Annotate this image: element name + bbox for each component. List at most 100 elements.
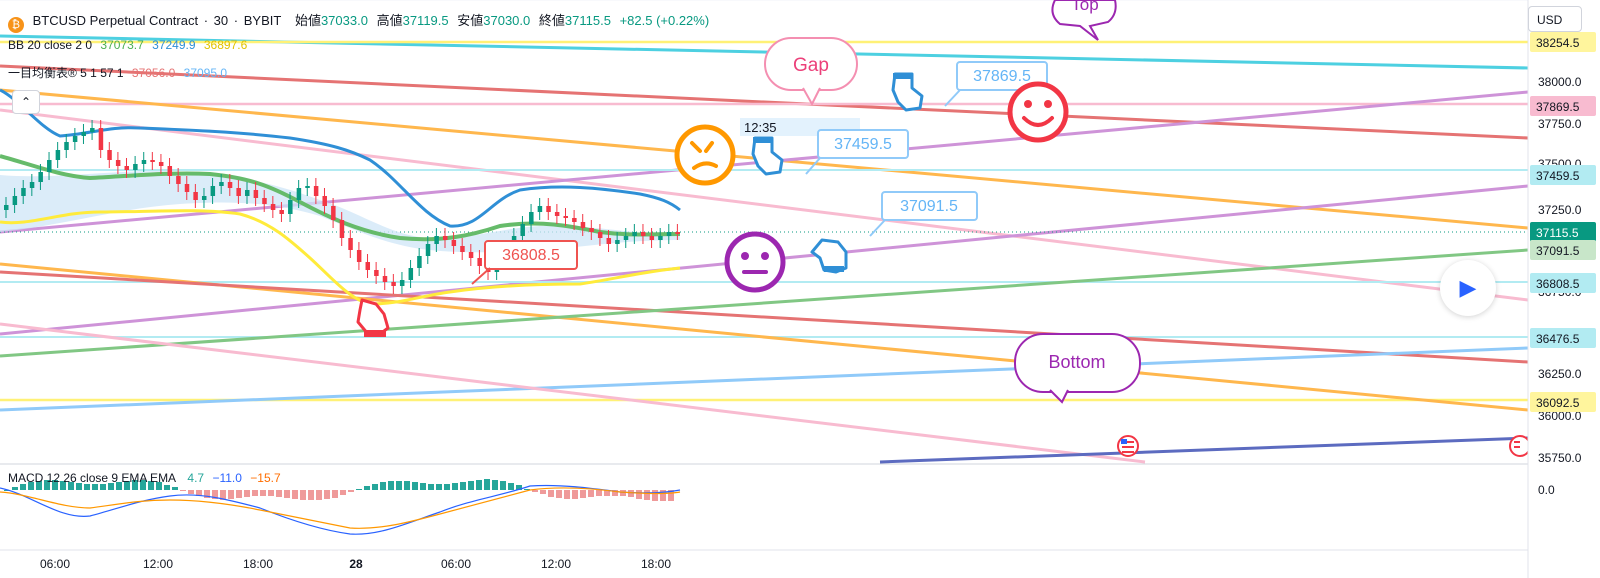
exchange: BYBIT [243, 13, 282, 28]
symbol-name[interactable]: BTCUSD Perpetual Contract [32, 13, 199, 28]
candle-body [279, 210, 284, 214]
smiley-icon[interactable] [1007, 81, 1069, 143]
macd-signal-line [0, 487, 681, 529]
macd-hist-bar [212, 490, 218, 499]
ichimoku-name[interactable]: 一目均衡表® 5 1 57 1 [8, 66, 124, 80]
separator: · [233, 13, 239, 28]
price-callout-36808[interactable]: 36808.5 [471, 240, 578, 285]
macd-hist-bar [412, 482, 418, 490]
candle-body [262, 198, 267, 204]
symbol-legend[interactable]: ₿ BTCUSD Perpetual Contract · 30 · BYBIT… [8, 10, 714, 33]
annotation-bottom[interactable]: Bottom [1014, 333, 1141, 404]
macd-hist-bar [12, 487, 18, 490]
macd-hist-bar [132, 480, 138, 490]
candle-body [442, 236, 448, 240]
collapse-legend-button[interactable]: ⌃ [12, 90, 40, 114]
macd-name[interactable]: MACD 12 26 close 9 EMA EMA [8, 471, 177, 485]
price-tick: 38000.0 [1538, 75, 1582, 89]
macd-hist-bar [268, 490, 274, 496]
macd-hist-bar [300, 490, 306, 500]
price-callout-37869[interactable]: 37869.5 [944, 61, 1048, 107]
time-axis[interactable]: 06:00 12:00 18:00 28 06:00 12:00 18:00 [0, 549, 1528, 571]
annotation-gap[interactable]: Gap [764, 37, 858, 107]
candle-body [589, 228, 594, 232]
price-callout-label: 37091.5 [900, 198, 958, 215]
candle-body [72, 136, 78, 142]
ichimoku-legend[interactable]: 一目均衡表® 5 1 57 1 37056.0 37095.0 [8, 64, 232, 81]
candle-body [554, 212, 560, 216]
macd-hist-bar [476, 480, 482, 490]
price-scale[interactable]: 38000.037750.037500.037250.036750.036250… [1527, 0, 1600, 578]
pointing-hand-icon[interactable] [356, 298, 390, 337]
candle-body [141, 160, 147, 164]
macd-hist-bar [348, 490, 354, 492]
price-callout-37459[interactable]: 37459.5 [805, 129, 909, 175]
macd-hist-bar [20, 484, 26, 490]
bb-name[interactable]: BB 20 close 2 0 [8, 38, 93, 52]
macd-hist: 4.7 [187, 471, 205, 485]
play-button[interactable]: ▶ [1440, 260, 1496, 316]
macd-hist-bar [580, 490, 586, 498]
trend-line-red-upper[interactable] [0, 64, 1529, 140]
candle-body [90, 128, 95, 132]
macd-hist-bar [164, 485, 170, 490]
candle-body [158, 162, 164, 166]
bb-legend[interactable]: BB 20 close 2 0 37073.7 37249.9 36897.6 [8, 38, 252, 52]
macd-hist-bar [444, 484, 450, 490]
time-note-label: 12:35 [744, 120, 777, 135]
macd-hist-bar [204, 490, 210, 498]
macd-hist-bar [596, 490, 602, 496]
trend-line-blue[interactable] [0, 346, 1529, 412]
macd-hist-bar [388, 481, 394, 490]
macd-hist-bar [124, 481, 130, 490]
price-callout-pointer [471, 267, 491, 285]
price-callout-label: 37869.5 [973, 68, 1031, 85]
macd-hist-bar [228, 490, 234, 499]
confused-face-icon[interactable] [674, 124, 736, 186]
macd-signal-value: −15.7 [250, 471, 281, 485]
trend-line-pink-low[interactable] [0, 322, 1146, 464]
us-flag-icon[interactable] [1117, 435, 1139, 457]
us-flag-icon[interactable] [1509, 435, 1531, 457]
macd-hist-bar [588, 490, 594, 497]
candle-body [468, 252, 474, 258]
candle-body [615, 240, 620, 244]
candle-body [210, 186, 216, 196]
macd-legend[interactable]: MACD 12 26 close 9 EMA EMA 4.7 −11.0 −15… [8, 471, 286, 485]
price-tick: 35750.0 [1538, 451, 1582, 465]
candle-body [666, 232, 672, 236]
trend-line-navy[interactable] [879, 436, 1529, 464]
macd-hist-bar [188, 490, 194, 494]
candle-body [270, 204, 276, 210]
price-callout-box [484, 240, 578, 270]
pointing-hand-icon[interactable] [751, 136, 784, 176]
macd-hist-bar [28, 482, 34, 490]
candle-body [227, 182, 233, 188]
trend-line-green[interactable] [0, 248, 1529, 358]
price-label: 37091.5 [1536, 244, 1580, 258]
neutral-face-icon[interactable] [724, 231, 786, 293]
annotation-top[interactable]: Top [1051, 0, 1117, 41]
macd-hist-bar [620, 490, 626, 496]
price-label-bg [1530, 165, 1596, 185]
candle-body [597, 232, 603, 238]
pointing-hand-icon[interactable] [810, 238, 848, 274]
macd-hist-bar [316, 490, 322, 500]
price-callout-37091[interactable]: 37091.5 [869, 191, 978, 237]
macd-hist-bar [484, 479, 490, 490]
bb-upper: 37249.9 [152, 38, 196, 52]
macd-hist-bar [220, 490, 226, 500]
time-tick: 12:00 [143, 557, 173, 571]
price-callout-label: 36808.5 [502, 247, 560, 264]
candle-body [374, 270, 379, 276]
currency-selector[interactable]: USD [1528, 6, 1582, 32]
pointing-hand-icon[interactable] [891, 72, 924, 112]
price-callout-box [817, 129, 909, 159]
trend-line-red-lower[interactable] [0, 270, 1529, 364]
macd-histogram [4, 479, 674, 501]
macd-hist-bar [556, 490, 562, 498]
macd-hist-bar [500, 481, 506, 490]
macd-hist-bar [356, 489, 362, 490]
interval[interactable]: 30 [213, 13, 229, 28]
